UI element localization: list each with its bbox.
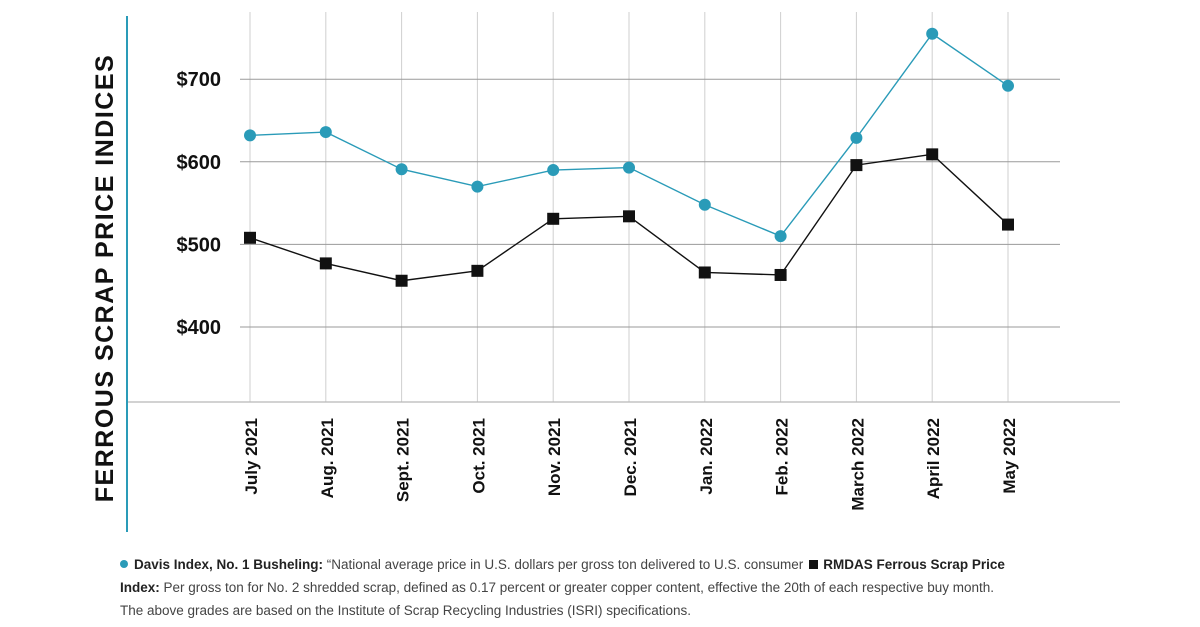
davis-legend-marker: [120, 560, 128, 568]
davis-point: [774, 230, 787, 243]
rmdas-point: [774, 268, 787, 281]
davis-point: [926, 27, 939, 40]
x-tick-label: July 2021: [242, 418, 261, 495]
rmdas-point: [926, 148, 939, 161]
x-tick-label: Jan. 2022: [697, 418, 716, 495]
rmdas-point: [698, 266, 711, 279]
davis-legend-name: Davis Index, No. 1 Busheling:: [134, 557, 324, 572]
y-tick-label: $600: [177, 152, 222, 174]
davis-point: [547, 164, 560, 177]
x-tick-labels: July 2021 Aug. 2021 Sept. 2021 Oct. 2021 Nov…: [242, 418, 1019, 511]
y-tick-label: $500: [177, 234, 222, 256]
davis-point: [319, 126, 332, 139]
rmdas-point: [623, 210, 635, 223]
davis-point: [244, 129, 256, 142]
legend-note: The above grades are based on the Instit…: [120, 603, 692, 618]
davis-point: [395, 163, 408, 176]
x-tick-label: Sept. 2021: [394, 418, 413, 502]
x-tick-label: Feb. 2022: [773, 418, 792, 496]
legend-footnote: Davis Index, No. 1 Busheling: “National …: [120, 553, 1120, 622]
davis-point: [850, 131, 863, 144]
legend-line-1: Davis Index, No. 1 Busheling: “National …: [120, 553, 1120, 576]
rmdas-point: [850, 159, 863, 172]
y-tick-label: $400: [177, 317, 222, 339]
x-tick-label: May 2022: [1000, 418, 1019, 494]
legend-line-2: Index: Per gross ton for No. 2 shredded …: [120, 576, 1120, 599]
davis-legend-description: “National average price in U.S. dollars …: [323, 557, 804, 572]
x-tick-label: Nov. 2021: [545, 418, 564, 496]
rmdas-point: [395, 274, 408, 287]
davis-point: [471, 180, 484, 193]
x-tick-label: March 2022: [848, 418, 867, 511]
price-chart: $400 $500 $600 $700 July 2021 Aug. 2021 Sept.…: [91, 12, 1120, 532]
rmdas-legend-name-part2: Index:: [120, 580, 160, 595]
rmdas-legend-marker: [809, 560, 819, 569]
axes: [126, 16, 1120, 532]
rmdas-legend-description: Per gross ton for No. 2 shredded scrap, …: [159, 580, 995, 595]
davis-point: [1002, 79, 1014, 92]
rmdas-legend-name-part1: RMDAS Ferrous Scrap Price: [823, 557, 1005, 572]
rmdas-point: [244, 231, 256, 244]
davis-point: [623, 161, 635, 174]
x-tick-label: Dec. 2021: [621, 418, 640, 496]
y-axis-label: FERROUS SCRAP PRICE INDICES: [91, 54, 119, 502]
x-tick-label: Oct. 2021: [469, 418, 488, 494]
grid: [240, 12, 1060, 402]
x-tick-label: Aug. 2021: [318, 418, 337, 498]
y-tick-label: $700: [177, 69, 222, 91]
rmdas-point: [547, 212, 560, 225]
rmdas-point: [1002, 218, 1014, 231]
rmdas-point: [471, 264, 484, 277]
series-group: [244, 27, 1014, 287]
y-tick-labels: $400 $500 $600 $700: [177, 69, 222, 339]
davis-point: [698, 198, 711, 211]
x-tick-label: April 2022: [924, 418, 943, 499]
rmdas-point: [319, 257, 332, 270]
